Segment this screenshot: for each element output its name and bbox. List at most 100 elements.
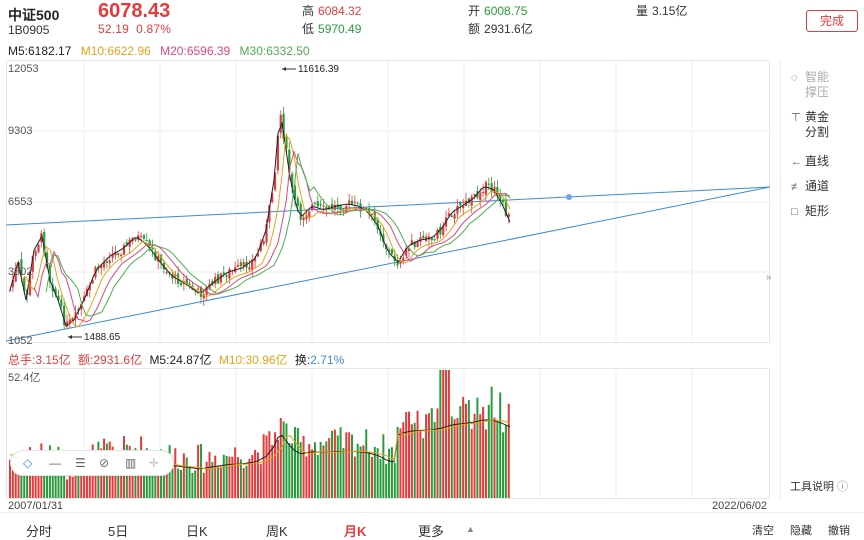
volume-bar <box>462 396 465 498</box>
tool-line[interactable]: ← 直线 <box>791 152 855 169</box>
volume-chart[interactable] <box>6 368 770 499</box>
candle <box>413 241 416 248</box>
candle <box>148 240 151 246</box>
volume-bar <box>66 479 68 498</box>
volume-bar <box>373 446 376 498</box>
candle <box>473 193 476 197</box>
volume-bar <box>325 441 328 498</box>
volume-bar <box>71 476 74 498</box>
expand-handle-icon[interactable]: » <box>766 272 772 283</box>
move-icon[interactable]: ✛ <box>149 456 160 470</box>
tool-help[interactable]: 工具说明 ⓘ <box>790 478 848 494</box>
fill-icon[interactable]: ◇ <box>23 456 33 470</box>
current-price: 6078.43 <box>98 0 171 22</box>
volume-bar <box>419 431 422 498</box>
tool-channel[interactable]: ≠ 通道 <box>791 177 855 194</box>
period-tabs: 分时 5日 日K 周K 月K 更多 ▲ 清空 隐藏 撤销 <box>0 512 864 540</box>
volume-bar <box>202 472 205 498</box>
volume-bar <box>26 460 29 498</box>
done-button[interactable]: 完成 <box>806 10 858 32</box>
volume-bar <box>333 429 336 498</box>
candle <box>484 182 488 195</box>
volume-max-label: 52.4亿 <box>8 372 41 384</box>
candle <box>296 198 299 206</box>
tab-monthly[interactable]: 月K <box>344 524 367 539</box>
candle <box>293 185 297 200</box>
candle <box>319 203 322 206</box>
undo-button[interactable]: 撤销 <box>828 525 850 537</box>
tab-weekly[interactable]: 周K <box>266 524 288 539</box>
candle <box>262 241 265 245</box>
volume-bar <box>291 443 294 498</box>
vol-amount: 额:2931.6亿 <box>78 353 143 367</box>
candle <box>45 252 49 268</box>
candle <box>28 272 32 296</box>
tab-intraday[interactable]: 分时 <box>26 524 53 539</box>
volume-bar <box>199 443 202 498</box>
candle <box>225 275 228 277</box>
tool-channel-label: 通道 <box>805 179 830 193</box>
candle <box>313 202 317 204</box>
candle <box>387 249 391 252</box>
candle <box>368 208 371 213</box>
volume-bar <box>507 403 510 498</box>
volume-bar <box>265 435 268 498</box>
tab-daily[interactable]: 日K <box>186 524 208 539</box>
volume-bar <box>94 468 97 498</box>
volume-bar <box>490 386 493 498</box>
volume-bar <box>493 417 496 498</box>
volume-bar <box>425 414 428 498</box>
candle <box>239 262 242 267</box>
candle <box>405 248 408 256</box>
volume-bar <box>453 419 456 498</box>
y-label-2: 9303 <box>8 125 33 137</box>
ma20-value: M20:6596.39 <box>160 44 231 58</box>
candle <box>259 243 262 251</box>
volume-bar <box>450 416 453 498</box>
volume-bar <box>416 410 419 498</box>
delete-icon[interactable]: ▥ <box>125 456 137 470</box>
volume-bar <box>288 443 291 498</box>
turnover: 2.71% <box>310 353 345 367</box>
volume-bar <box>410 424 413 498</box>
line-weight-icon[interactable]: ☰ <box>75 456 86 470</box>
low-label: 低 <box>302 22 315 36</box>
ma30-line <box>45 153 511 317</box>
volume-bar <box>154 460 157 498</box>
tool-rect[interactable]: □ 矩形 <box>791 202 855 219</box>
candle <box>501 199 505 203</box>
volume-bar <box>305 456 308 498</box>
caret-up-icon[interactable]: ▲ <box>466 524 475 534</box>
volume-bar <box>285 423 288 498</box>
volume-bar <box>430 408 433 498</box>
candle <box>248 267 251 270</box>
line-style-icon[interactable]: — <box>49 456 61 470</box>
candle <box>507 214 510 218</box>
volume-bar <box>339 427 342 498</box>
candle <box>467 198 470 204</box>
hide-button[interactable]: 隐藏 <box>790 525 812 537</box>
volume-value: 3.15亿 <box>652 4 688 18</box>
tool-smart-support[interactable]: ◌ 智能撑压 <box>791 70 855 100</box>
volume-bar <box>433 421 436 498</box>
candle <box>125 242 128 246</box>
candle <box>120 254 123 257</box>
ma-legend: M5:6182.17 M10:6622.96 M20:6596.39 M30:6… <box>8 44 316 58</box>
volume-bar <box>254 449 257 498</box>
tool-golden-section[interactable]: ⊤ 黄金分割 <box>791 110 855 140</box>
high-stat: 高 6084.32 <box>302 2 361 19</box>
candle <box>345 205 348 213</box>
volume-bar <box>77 475 80 498</box>
start-date: 2007/01/31 <box>8 500 64 512</box>
hide-icon[interactable]: ⊘ <box>99 456 110 470</box>
vol-total: 总手:3.15亿 <box>8 353 71 367</box>
volume-bar <box>294 427 296 498</box>
volume-bar <box>299 442 302 498</box>
clear-button[interactable]: 清空 <box>752 525 774 537</box>
question-icon: ⓘ <box>837 481 849 493</box>
candle <box>399 261 402 264</box>
candle <box>60 299 63 306</box>
volume-bar <box>362 445 365 498</box>
tab-more[interactable]: 更多 <box>418 524 445 539</box>
tab-5day[interactable]: 5日 <box>108 524 129 539</box>
